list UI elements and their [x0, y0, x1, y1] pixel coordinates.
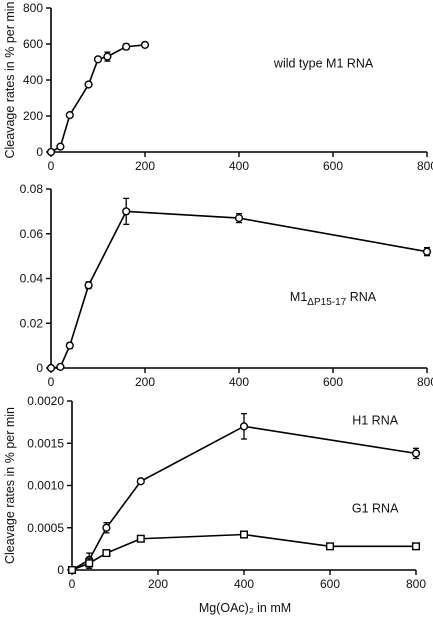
data-point	[136, 534, 145, 543]
data-point	[56, 362, 65, 371]
panel-wild-type: 0 200 400 600 800 0 200 400 600 800 Cleavage rates…	[3, 1, 433, 173]
y-axis-title: Cleavage rates in % per min	[3, 407, 17, 564]
data-point	[239, 422, 249, 431]
y-tick-label: 0.0015	[27, 436, 64, 450]
x-tick-label: 400	[229, 159, 249, 173]
y-tick-label: 0.02	[20, 316, 44, 330]
series-annotation: M1ΔP15-17 RNA	[290, 290, 377, 308]
series-m1-p15-17-rna	[46, 197, 432, 373]
data-point	[239, 530, 248, 539]
data-point	[140, 40, 150, 50]
y-tick-label: 0.0010	[27, 479, 64, 493]
data-point	[85, 559, 94, 568]
annotation-subscript: ΔP15-17	[307, 297, 346, 308]
series-line	[71, 425, 417, 571]
data-point	[326, 542, 335, 551]
data-point	[422, 247, 432, 256]
y-tick-label: 400	[23, 73, 43, 87]
x-tick-label: 600	[323, 375, 343, 389]
series-annotation: H1 RNA	[352, 414, 399, 428]
series-h1-rna	[67, 413, 421, 575]
data-point	[136, 477, 145, 486]
x-tick-label: 0	[48, 159, 55, 173]
y-tick-label: 600	[23, 37, 43, 51]
y-axis-title: Cleavage rates in % per min	[3, 1, 17, 158]
x-tick-label: 200	[135, 159, 155, 173]
data-point	[65, 110, 74, 120]
data-point	[67, 566, 76, 575]
y-tick-label: 0	[57, 563, 64, 577]
series-line	[71, 533, 416, 571]
data-point	[234, 213, 244, 223]
series-g1-rna	[67, 530, 421, 575]
y-tick-label: 0.0005	[27, 521, 64, 535]
y-tick-label: 800	[23, 1, 43, 15]
data-point	[56, 142, 65, 151]
data-point	[46, 147, 56, 157]
x-tick-label: 600	[323, 159, 343, 173]
data-point	[84, 281, 93, 290]
y-tick-label: 0.0020	[27, 394, 64, 408]
x-tick-label: 800	[417, 159, 433, 173]
data-point	[122, 42, 131, 51]
data-point	[103, 52, 112, 61]
data-point	[122, 207, 131, 216]
y-tick-label: 0.04	[20, 272, 44, 286]
data-point	[46, 363, 56, 373]
data-point	[411, 449, 421, 458]
x-axis-title: Mg(OAc)₂ in mM	[199, 601, 291, 615]
annotation-main: M1	[290, 290, 307, 304]
x-tick-label: 600	[320, 577, 340, 591]
data-point	[412, 542, 421, 551]
x-tick-label: 800	[406, 577, 426, 591]
x-tick-label: 200	[135, 375, 155, 389]
y-tick-label: 0	[36, 145, 43, 159]
x-tick-label: 400	[234, 577, 254, 591]
series-annotation: G1 RNA	[352, 502, 399, 516]
data-point	[102, 549, 111, 558]
panel-m1-deletion: 0 200 400 600 800 0 0.02 0.04 0.06 0.08 M1ΔP15-17 …	[20, 182, 433, 389]
x-tick-label: 0	[48, 375, 55, 389]
data-point	[84, 80, 93, 89]
y-tick-label: 200	[23, 109, 43, 123]
y-tick-label: 0.06	[20, 227, 44, 241]
data-point	[102, 523, 111, 532]
x-tick-label: 800	[417, 375, 433, 389]
series-wild-type-m1-rna	[46, 40, 150, 157]
data-point	[65, 341, 74, 350]
data-point	[93, 55, 103, 64]
panel-h1-g1: 0 200 400 600 800 0 0.0005 0.0010 0.0015 0.0020 Cl…	[3, 394, 426, 591]
y-tick-label: 0.08	[20, 182, 44, 196]
series-annotation: wild type M1 RNA	[273, 56, 374, 70]
x-tick-label: 0	[69, 577, 76, 591]
y-tick-label: 0	[36, 361, 43, 375]
annotation-suffix: RNA	[346, 290, 377, 304]
x-tick-label: 400	[229, 375, 249, 389]
x-tick-label: 200	[148, 577, 168, 591]
